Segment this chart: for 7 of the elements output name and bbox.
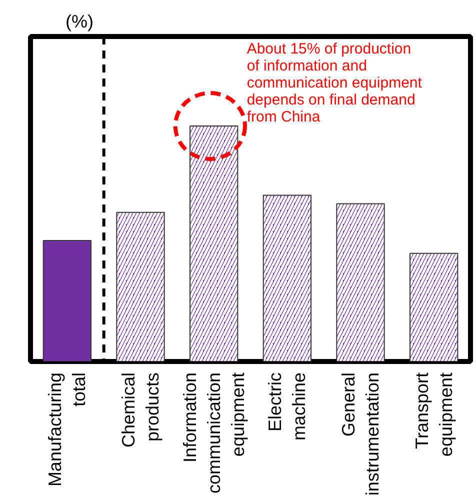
x-tick-label: Information communication equipment: [180, 372, 248, 494]
text: (%): [66, 12, 94, 32]
x-tick-label: Transport equipment: [412, 372, 456, 457]
x-tick-label: Manufacturing total: [45, 372, 90, 487]
text: About 15% of production of information and communication equipment depends on final demand from China: [246, 40, 423, 126]
bar: [42, 240, 92, 362]
x-tick-label: General instrumentation: [338, 372, 382, 496]
